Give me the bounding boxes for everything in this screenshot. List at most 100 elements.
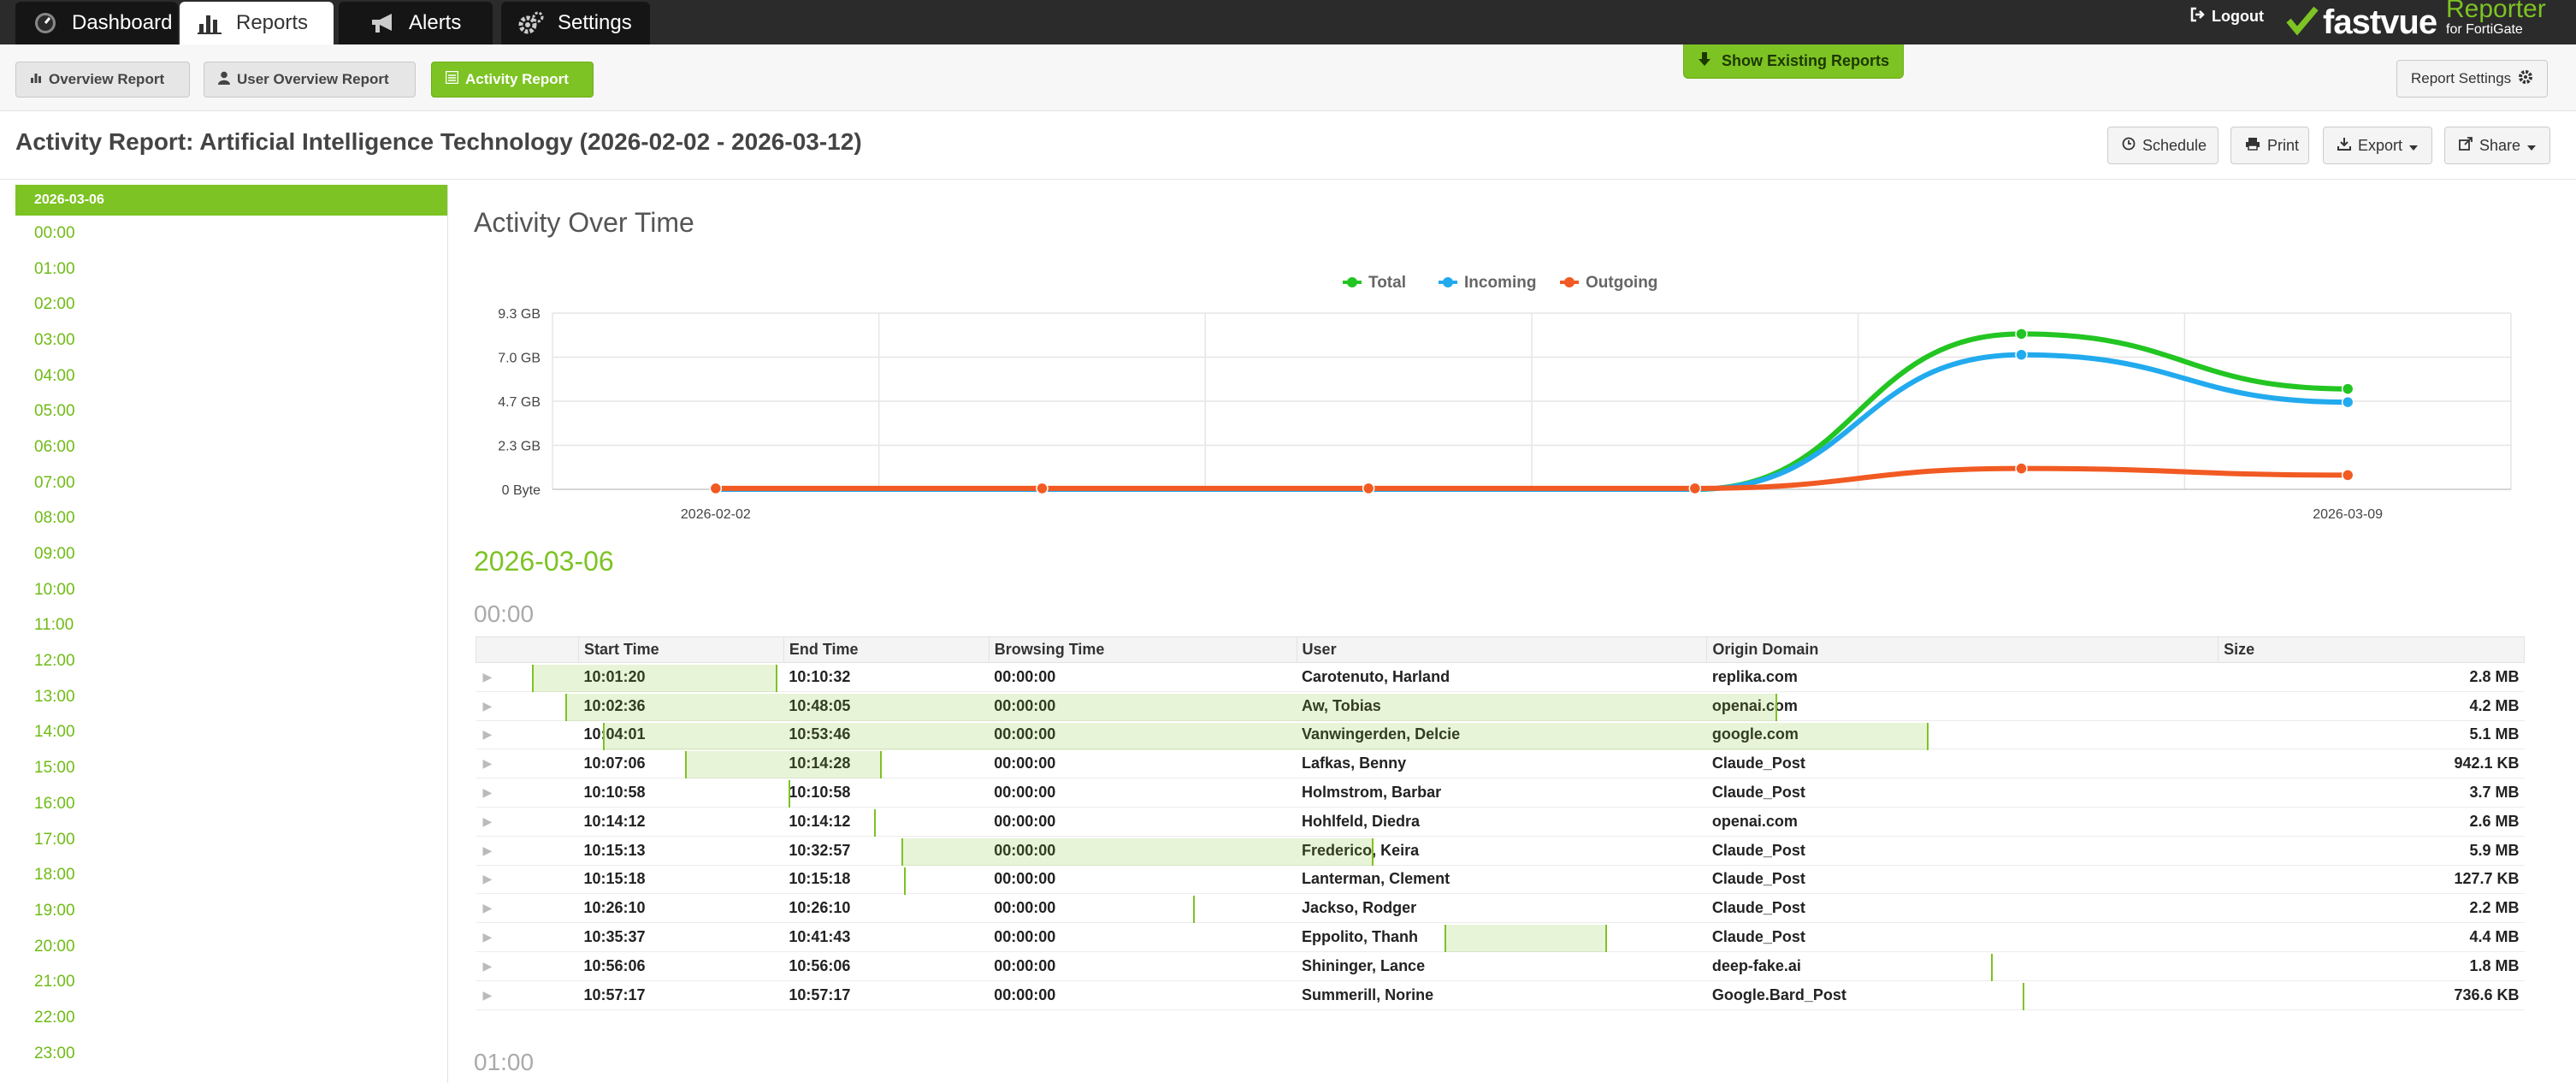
table-row[interactable]: ▶ 10:14:12 10:14:12 00:00:00 Hohlfeld, Diedr… — [476, 807, 2525, 837]
cell-end-time: 10:53:46 — [783, 720, 990, 750]
cell-browsing-time: 00:00:00 — [989, 980, 1297, 1010]
table-row[interactable]: ▶ 10:07:06 10:14:28 00:00:00 Lafkas, Benny Cl… — [476, 749, 2525, 779]
tab-reports[interactable]: Reports — [180, 2, 334, 44]
data-point — [2015, 462, 2028, 475]
cell-end-time: 10:57:17 — [783, 980, 990, 1010]
sidebar-hour-item[interactable]: 20:00 — [34, 937, 75, 956]
sidebar-hour-item[interactable]: 02:00 — [34, 295, 75, 314]
sidebar-hour-item[interactable]: 18:00 — [34, 866, 75, 885]
sidebar-hour-item[interactable]: 10:00 — [34, 580, 75, 599]
cell-start-time: 10:26:10 — [578, 893, 784, 924]
share-button[interactable]: Share — [2444, 127, 2550, 164]
sidebar-hour-item[interactable]: 06:00 — [34, 437, 75, 456]
cell-browsing-time: 00:00:00 — [989, 951, 1297, 981]
tab-settings[interactable]: Settings — [501, 2, 650, 44]
cell-origin-domain: Claude_Post — [1706, 893, 2219, 924]
sidebar-hour-item[interactable]: 12:00 — [34, 652, 75, 671]
expand-row-icon[interactable]: ▶ — [476, 691, 579, 721]
cell-size: 1.8 MB — [2218, 951, 2525, 981]
expand-column-header — [476, 636, 579, 663]
table-row[interactable]: ▶ 10:10:58 10:10:58 00:00:00 Holmstrom, Barb… — [476, 778, 2525, 808]
table-row[interactable]: ▶ 10:02:36 10:48:05 00:00:00 Aw, Tobias opena… — [476, 691, 2525, 721]
sidebar-hour-item[interactable]: 22:00 — [34, 1008, 75, 1027]
sidebar-hour-item[interactable]: 23:00 — [34, 1044, 75, 1062]
sidebar-day-selected[interactable]: 2026-03-06 — [15, 185, 447, 216]
sidebar-hour-item[interactable]: 01:00 — [34, 259, 75, 278]
expand-row-icon[interactable]: ▶ — [476, 893, 579, 924]
sidebar-hour-item[interactable]: 15:00 — [34, 759, 75, 778]
logout-link[interactable]: Logout — [2189, 7, 2264, 27]
cell-browsing-time: 00:00:00 — [989, 720, 1297, 750]
table-row[interactable]: ▶ 10:56:06 10:56:06 00:00:00 Shininger, Lanc… — [476, 951, 2525, 981]
table-row[interactable]: ▶ 10:57:17 10:57:17 00:00:00 Summerill, Nori… — [476, 980, 2525, 1010]
cell-start-time: 10:15:18 — [578, 865, 784, 895]
column-header-end-time[interactable]: End Time — [783, 636, 990, 663]
legend-marker-dot — [1443, 277, 1453, 287]
user-overview-report-button[interactable]: User Overview Report — [204, 62, 416, 98]
table-row[interactable]: ▶ 10:04:01 10:53:46 00:00:00 Vanwingerden, D… — [476, 720, 2525, 750]
column-header-size[interactable]: Size — [2218, 636, 2525, 663]
column-header-origin-domain[interactable]: Origin Domain — [1706, 636, 2219, 663]
y-tick-label: 0 Byte — [502, 483, 541, 498]
expand-row-icon[interactable]: ▶ — [476, 720, 579, 750]
schedule-button[interactable]: Schedule — [2107, 127, 2219, 164]
sidebar-hour-item[interactable]: 16:00 — [34, 794, 75, 813]
expand-row-icon[interactable]: ▶ — [476, 865, 579, 895]
expand-row-icon[interactable]: ▶ — [476, 836, 579, 866]
sidebar-hour-item[interactable]: 14:00 — [34, 723, 75, 742]
table-row[interactable]: ▶ 10:01:20 10:10:32 00:00:00 Carotenuto, Har… — [476, 662, 2525, 692]
expand-row-icon[interactable]: ▶ — [476, 980, 579, 1010]
user-icon — [218, 71, 230, 89]
column-header-start-time[interactable]: Start Time — [577, 636, 784, 663]
sidebar-hour-item[interactable]: 21:00 — [34, 973, 75, 991]
export-label: Export — [2358, 136, 2403, 154]
sidebar-hour-item[interactable]: 00:00 — [34, 223, 75, 242]
report-header: Activity Report: Artificial Intelligence… — [0, 111, 2576, 180]
cell-size: 5.9 MB — [2218, 836, 2525, 866]
cell-origin-domain: replika.com — [1706, 662, 2219, 692]
table-row[interactable]: ▶ 10:35:37 10:41:43 00:00:00 Eppolito, Thanh… — [476, 922, 2525, 952]
cell-browsing-time: 00:00:00 — [989, 893, 1297, 924]
time-navigation-sidebar: 2026-03-06 00:00 01:00 02:00 03:00 04:00 05:0… — [15, 185, 448, 1083]
sidebar-hour-item[interactable]: 07:00 — [34, 473, 75, 492]
print-button[interactable]: Print — [2230, 127, 2309, 164]
expand-row-icon[interactable]: ▶ — [476, 951, 579, 981]
expand-row-icon[interactable]: ▶ — [476, 807, 579, 837]
expand-row-icon[interactable]: ▶ — [476, 922, 579, 952]
show-existing-reports-button[interactable]: Show Existing Reports — [1683, 44, 1904, 79]
cell-browsing-time: 00:00:00 — [989, 662, 1297, 692]
expand-row-icon[interactable]: ▶ — [476, 778, 579, 808]
column-header-browsing-time[interactable]: Browsing Time — [988, 636, 1297, 663]
tab-alerts[interactable]: Alerts — [339, 2, 493, 44]
tab-dashboard[interactable]: Dashboard — [15, 2, 178, 44]
report-settings-label: Report Settings — [2411, 70, 2512, 86]
print-label: Print — [2267, 136, 2300, 154]
data-point — [1036, 482, 1049, 495]
sidebar-hour-item[interactable]: 09:00 — [34, 545, 75, 564]
download-icon — [2337, 137, 2351, 155]
sidebar-hour-item[interactable]: 13:00 — [34, 687, 75, 706]
overview-report-button[interactable]: Overview Report — [15, 62, 190, 98]
table-row[interactable]: ▶ 10:15:18 10:15:18 00:00:00 Lanterman, Clem… — [476, 865, 2525, 895]
sidebar-hour-item[interactable]: 17:00 — [34, 830, 75, 849]
table-row[interactable]: ▶ 10:15:13 10:32:57 00:00:00 Frederico, Keir… — [476, 836, 2525, 866]
column-header-user[interactable]: User — [1296, 636, 1708, 663]
sidebar-hour-item[interactable]: 04:00 — [34, 366, 75, 385]
sidebar-hour-item[interactable]: 05:00 — [34, 402, 75, 421]
sidebar-hour-item[interactable]: 11:00 — [34, 616, 74, 635]
report-settings-button[interactable]: Report Settings — [2396, 60, 2549, 98]
cell-end-time: 10:14:28 — [783, 749, 990, 779]
table-row[interactable]: ▶ 10:26:10 10:26:10 00:00:00 Jackso, Rodger C… — [476, 893, 2525, 924]
cell-browsing-time: 00:00:00 — [989, 691, 1297, 721]
caret-down-icon — [2409, 137, 2419, 155]
sidebar-hour-item[interactable]: 08:00 — [34, 509, 75, 528]
export-button[interactable]: Export — [2323, 127, 2432, 164]
expand-row-icon[interactable]: ▶ — [476, 749, 579, 779]
cell-origin-domain: Claude_Post — [1706, 865, 2219, 895]
sidebar-hour-item[interactable]: 03:00 — [34, 330, 75, 349]
activity-report-button[interactable]: Activity Report — [431, 62, 594, 98]
cell-end-time: 10:15:18 — [783, 865, 990, 895]
expand-row-icon[interactable]: ▶ — [476, 662, 579, 692]
activity-report-label: Activity Report — [465, 71, 569, 87]
sidebar-hour-item[interactable]: 19:00 — [34, 901, 75, 920]
